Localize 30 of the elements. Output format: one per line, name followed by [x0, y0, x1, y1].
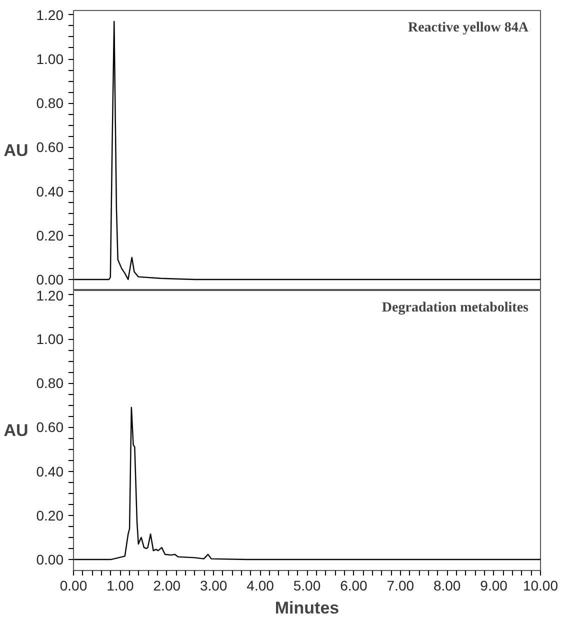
annotation: Reactive yellow 84A	[408, 20, 530, 36]
y-tick-label: 0.60	[36, 139, 64, 156]
y-axis-title: AU	[4, 141, 28, 160]
x-tick-label: 2.00	[153, 578, 181, 594]
y-tick-label: 0.80	[36, 95, 64, 112]
y-axis-title: AU	[4, 421, 28, 440]
annotation: Degradation metabolites	[382, 300, 530, 316]
y-tick-label: 0.20	[36, 227, 64, 244]
x-tick-label: 4.00	[246, 578, 274, 594]
x-tick-label: 5.00	[293, 578, 321, 594]
x-tick-label: 0.00	[60, 578, 88, 594]
y-tick-label: 1.20	[36, 288, 64, 304]
x-tick-label: 6.00	[340, 578, 368, 594]
y-tick-label: 0.00	[36, 271, 64, 288]
x-tick-label: 10.00	[522, 578, 558, 594]
x-tick-label: 8.00	[433, 578, 461, 594]
x-tick-label: 1.00	[106, 578, 134, 594]
y-tick-label: 0.40	[36, 463, 64, 480]
y-tick-label: 1.00	[36, 51, 64, 68]
y-tick-label: 0.20	[36, 507, 64, 524]
x-axis-title: Minutes	[274, 598, 340, 618]
y-tick-label: 0.40	[36, 183, 64, 200]
y-tick-label: 0.80	[36, 375, 64, 392]
y-tick-label: 0.60	[36, 419, 64, 436]
y-tick-label: 0.00	[36, 551, 64, 568]
x-tick-label: 9.00	[480, 578, 508, 594]
y-tick-label: 1.20	[36, 6, 64, 23]
x-tick-label: 7.00	[386, 578, 414, 594]
y-tick-label: 1.00	[36, 331, 64, 348]
x-tick-label: 3.00	[200, 578, 228, 594]
